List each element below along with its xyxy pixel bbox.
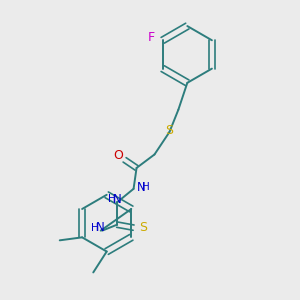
Text: H: H [92,223,99,232]
Text: H: H [108,194,116,204]
Text: F: F [148,32,155,44]
Text: N: N [96,221,105,234]
Text: N: N [137,181,146,194]
Text: N: N [113,193,122,206]
Text: O: O [113,149,123,163]
Text: S: S [140,221,147,234]
Text: S: S [165,124,173,137]
Text: H: H [142,182,150,192]
